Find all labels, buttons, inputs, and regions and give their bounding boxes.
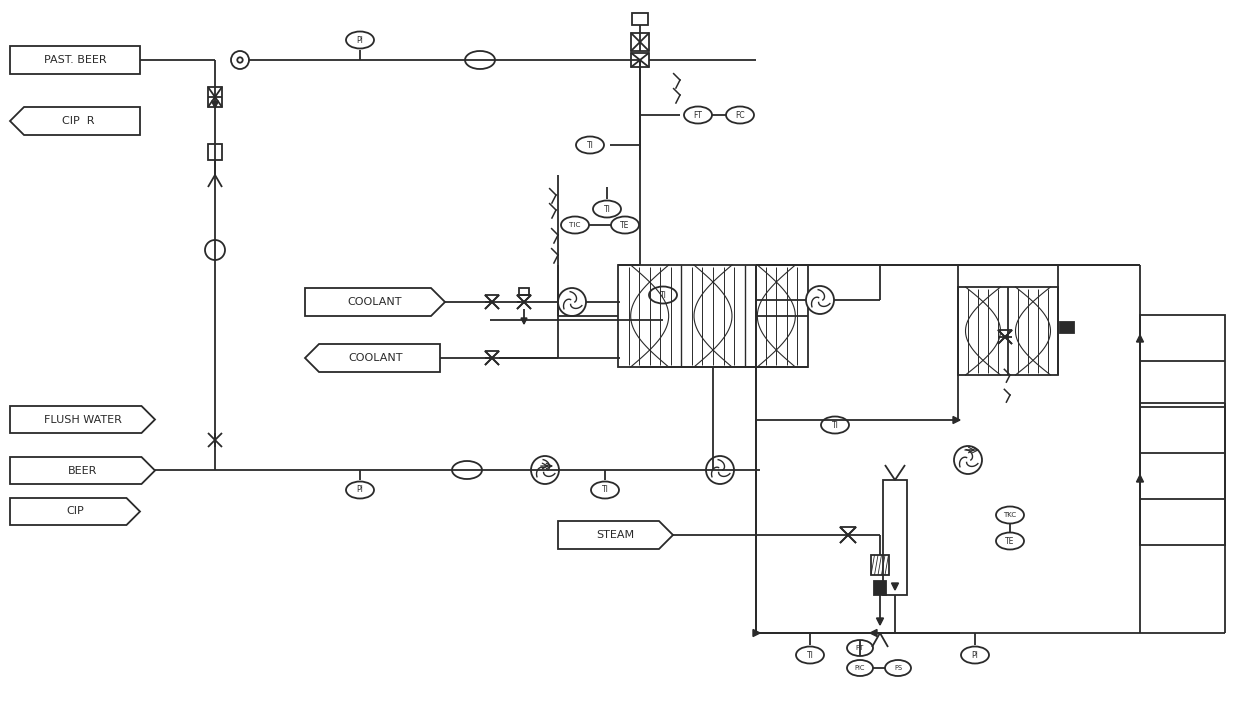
Bar	[519, 288, 529, 295]
Text: COOLANT: COOLANT	[348, 297, 402, 307]
Polygon shape	[10, 406, 155, 433]
Ellipse shape	[612, 217, 639, 234]
Text: PIC: PIC	[855, 665, 865, 671]
Polygon shape	[10, 107, 140, 135]
Text: PI: PI	[357, 36, 363, 44]
Bar	[208, 87, 222, 107]
Bar	[618, 265, 807, 367]
Polygon shape	[753, 629, 760, 636]
Polygon shape	[840, 527, 856, 543]
Text: FLUSH WATER: FLUSH WATER	[44, 415, 121, 425]
Text: TI: TI	[831, 420, 839, 430]
Text: PI: PI	[971, 651, 978, 659]
Bar	[874, 581, 886, 595]
Bar	[631, 13, 648, 25]
Polygon shape	[485, 295, 499, 309]
Text: COOLANT: COOLANT	[348, 353, 403, 363]
Polygon shape	[10, 498, 140, 525]
Polygon shape	[1137, 475, 1143, 482]
Polygon shape	[10, 457, 155, 484]
Ellipse shape	[996, 506, 1025, 523]
Ellipse shape	[593, 200, 622, 217]
Polygon shape	[1137, 335, 1143, 342]
Text: CIP: CIP	[66, 506, 84, 516]
Bar	[1139, 315, 1226, 545]
Text: PI: PI	[357, 485, 363, 495]
Polygon shape	[953, 417, 960, 423]
Polygon shape	[305, 288, 446, 316]
Ellipse shape	[796, 646, 824, 664]
Polygon shape	[305, 344, 441, 372]
Text: TKC: TKC	[1003, 512, 1017, 518]
Text: PS: PS	[894, 665, 902, 671]
Circle shape	[953, 446, 982, 474]
Ellipse shape	[847, 660, 874, 676]
Circle shape	[706, 456, 734, 484]
Bar	[884, 480, 907, 595]
Text: BEER: BEER	[67, 465, 97, 475]
Bar	[958, 287, 1058, 375]
Polygon shape	[558, 521, 673, 549]
Polygon shape	[891, 583, 899, 590]
Circle shape	[231, 51, 250, 69]
Ellipse shape	[684, 107, 713, 124]
Ellipse shape	[821, 417, 849, 433]
Text: TI: TI	[806, 651, 814, 659]
Bar	[631, 33, 649, 51]
Bar	[871, 555, 889, 575]
Text: TI: TI	[659, 290, 666, 300]
Ellipse shape	[885, 660, 911, 676]
Bar	[10, 46, 140, 74]
Bar	[1060, 322, 1075, 333]
Ellipse shape	[577, 137, 604, 154]
Circle shape	[558, 288, 587, 316]
Bar	[208, 144, 222, 160]
Polygon shape	[998, 330, 1012, 344]
Circle shape	[530, 456, 559, 484]
Ellipse shape	[847, 640, 874, 656]
Ellipse shape	[466, 51, 495, 69]
Polygon shape	[517, 295, 530, 309]
Text: TE: TE	[1006, 536, 1015, 546]
Ellipse shape	[726, 107, 754, 124]
Text: TI: TI	[604, 204, 610, 214]
Polygon shape	[870, 629, 877, 636]
Polygon shape	[485, 351, 499, 365]
Text: TI: TI	[602, 485, 609, 495]
Text: TI: TI	[587, 141, 594, 149]
Ellipse shape	[346, 481, 374, 498]
Text: PT: PT	[856, 645, 864, 651]
Ellipse shape	[346, 31, 374, 49]
Ellipse shape	[592, 481, 619, 498]
Text: TE: TE	[620, 220, 630, 230]
Polygon shape	[876, 618, 884, 625]
Text: PAST. BEER: PAST. BEER	[44, 55, 106, 65]
Polygon shape	[211, 101, 218, 108]
Text: TIC: TIC	[569, 222, 580, 228]
Ellipse shape	[961, 646, 988, 664]
Circle shape	[806, 286, 834, 314]
Ellipse shape	[996, 533, 1025, 550]
Text: CIP  R: CIP R	[62, 116, 95, 126]
Circle shape	[237, 57, 242, 63]
Ellipse shape	[452, 461, 482, 479]
Text: STEAM: STEAM	[597, 530, 634, 540]
Ellipse shape	[649, 287, 676, 303]
Circle shape	[205, 240, 225, 260]
Ellipse shape	[562, 217, 589, 234]
Text: FC: FC	[735, 111, 745, 119]
Polygon shape	[520, 318, 527, 324]
Bar	[631, 53, 649, 67]
Text: FT: FT	[694, 111, 703, 119]
